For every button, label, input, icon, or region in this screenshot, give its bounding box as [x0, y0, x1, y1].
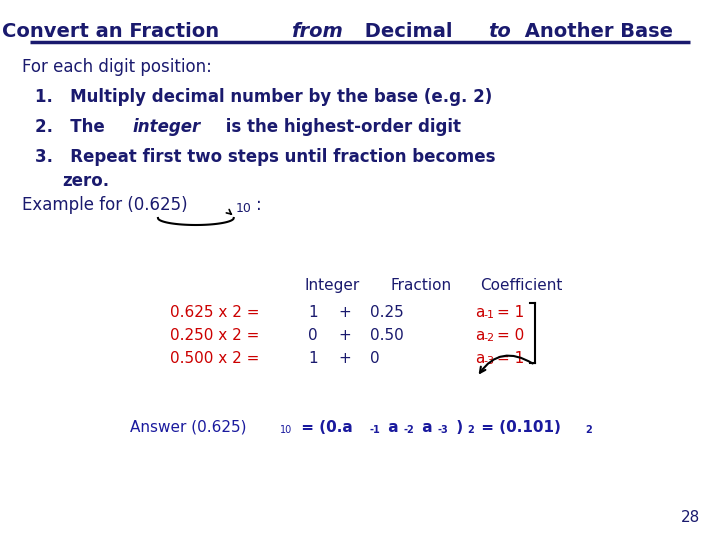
- Text: is the highest-order digit: is the highest-order digit: [220, 118, 462, 136]
- Text: 2.   The: 2. The: [35, 118, 110, 136]
- Text: a: a: [475, 328, 485, 343]
- Text: a: a: [383, 420, 399, 435]
- Text: 28: 28: [680, 510, 700, 525]
- Text: 1: 1: [308, 305, 318, 320]
- Text: 2: 2: [467, 425, 474, 435]
- Text: :: :: [256, 196, 262, 214]
- Text: 10: 10: [280, 425, 292, 435]
- Text: 0.25: 0.25: [370, 305, 404, 320]
- Text: = (0.a: = (0.a: [296, 420, 353, 435]
- Text: from: from: [291, 22, 343, 41]
- Text: = 1: = 1: [497, 305, 524, 320]
- Text: 0.625 x 2 =: 0.625 x 2 =: [170, 305, 259, 320]
- Text: = (0.101): = (0.101): [476, 420, 561, 435]
- Text: = 0: = 0: [497, 328, 524, 343]
- Text: 3.   Repeat first two steps until fraction becomes: 3. Repeat first two steps until fraction…: [35, 148, 495, 166]
- Text: 1.   Multiply decimal number by the base (e.g. 2): 1. Multiply decimal number by the base (…: [35, 88, 492, 106]
- Text: -2: -2: [403, 425, 414, 435]
- Text: a: a: [475, 351, 485, 366]
- Text: -2: -2: [483, 333, 494, 343]
- Text: 10: 10: [235, 202, 251, 215]
- Text: +: +: [338, 328, 351, 343]
- Text: a: a: [418, 420, 433, 435]
- Text: integer: integer: [132, 118, 201, 136]
- Text: 0.500 x 2 =: 0.500 x 2 =: [170, 351, 259, 366]
- Text: -3: -3: [438, 425, 448, 435]
- Text: zero.: zero.: [62, 172, 109, 190]
- Text: 1: 1: [308, 351, 318, 366]
- Text: +: +: [338, 305, 351, 320]
- Text: Example for (0.625): Example for (0.625): [22, 196, 188, 214]
- Text: -3: -3: [483, 356, 494, 366]
- Text: to: to: [489, 22, 511, 41]
- Text: For each digit position:: For each digit position:: [22, 58, 212, 76]
- Text: Answer (0.625): Answer (0.625): [130, 420, 246, 435]
- Text: 0.50: 0.50: [370, 328, 404, 343]
- Text: -1: -1: [483, 310, 494, 320]
- Text: Another Base: Another Base: [518, 22, 673, 41]
- Text: ): ): [451, 420, 464, 435]
- Text: 0.250 x 2 =: 0.250 x 2 =: [170, 328, 259, 343]
- Text: = 1: = 1: [497, 351, 524, 366]
- Text: Coefficient: Coefficient: [480, 278, 562, 293]
- Text: 0: 0: [308, 328, 318, 343]
- Text: Decimal: Decimal: [358, 22, 459, 41]
- Text: -1: -1: [369, 425, 380, 435]
- Text: a: a: [475, 305, 485, 320]
- Text: 0: 0: [370, 351, 379, 366]
- Text: +: +: [338, 351, 351, 366]
- Text: Fraction: Fraction: [390, 278, 451, 293]
- Text: Integer: Integer: [305, 278, 360, 293]
- Text: 2: 2: [585, 425, 592, 435]
- Text: Convert an Fraction: Convert an Fraction: [2, 22, 226, 41]
